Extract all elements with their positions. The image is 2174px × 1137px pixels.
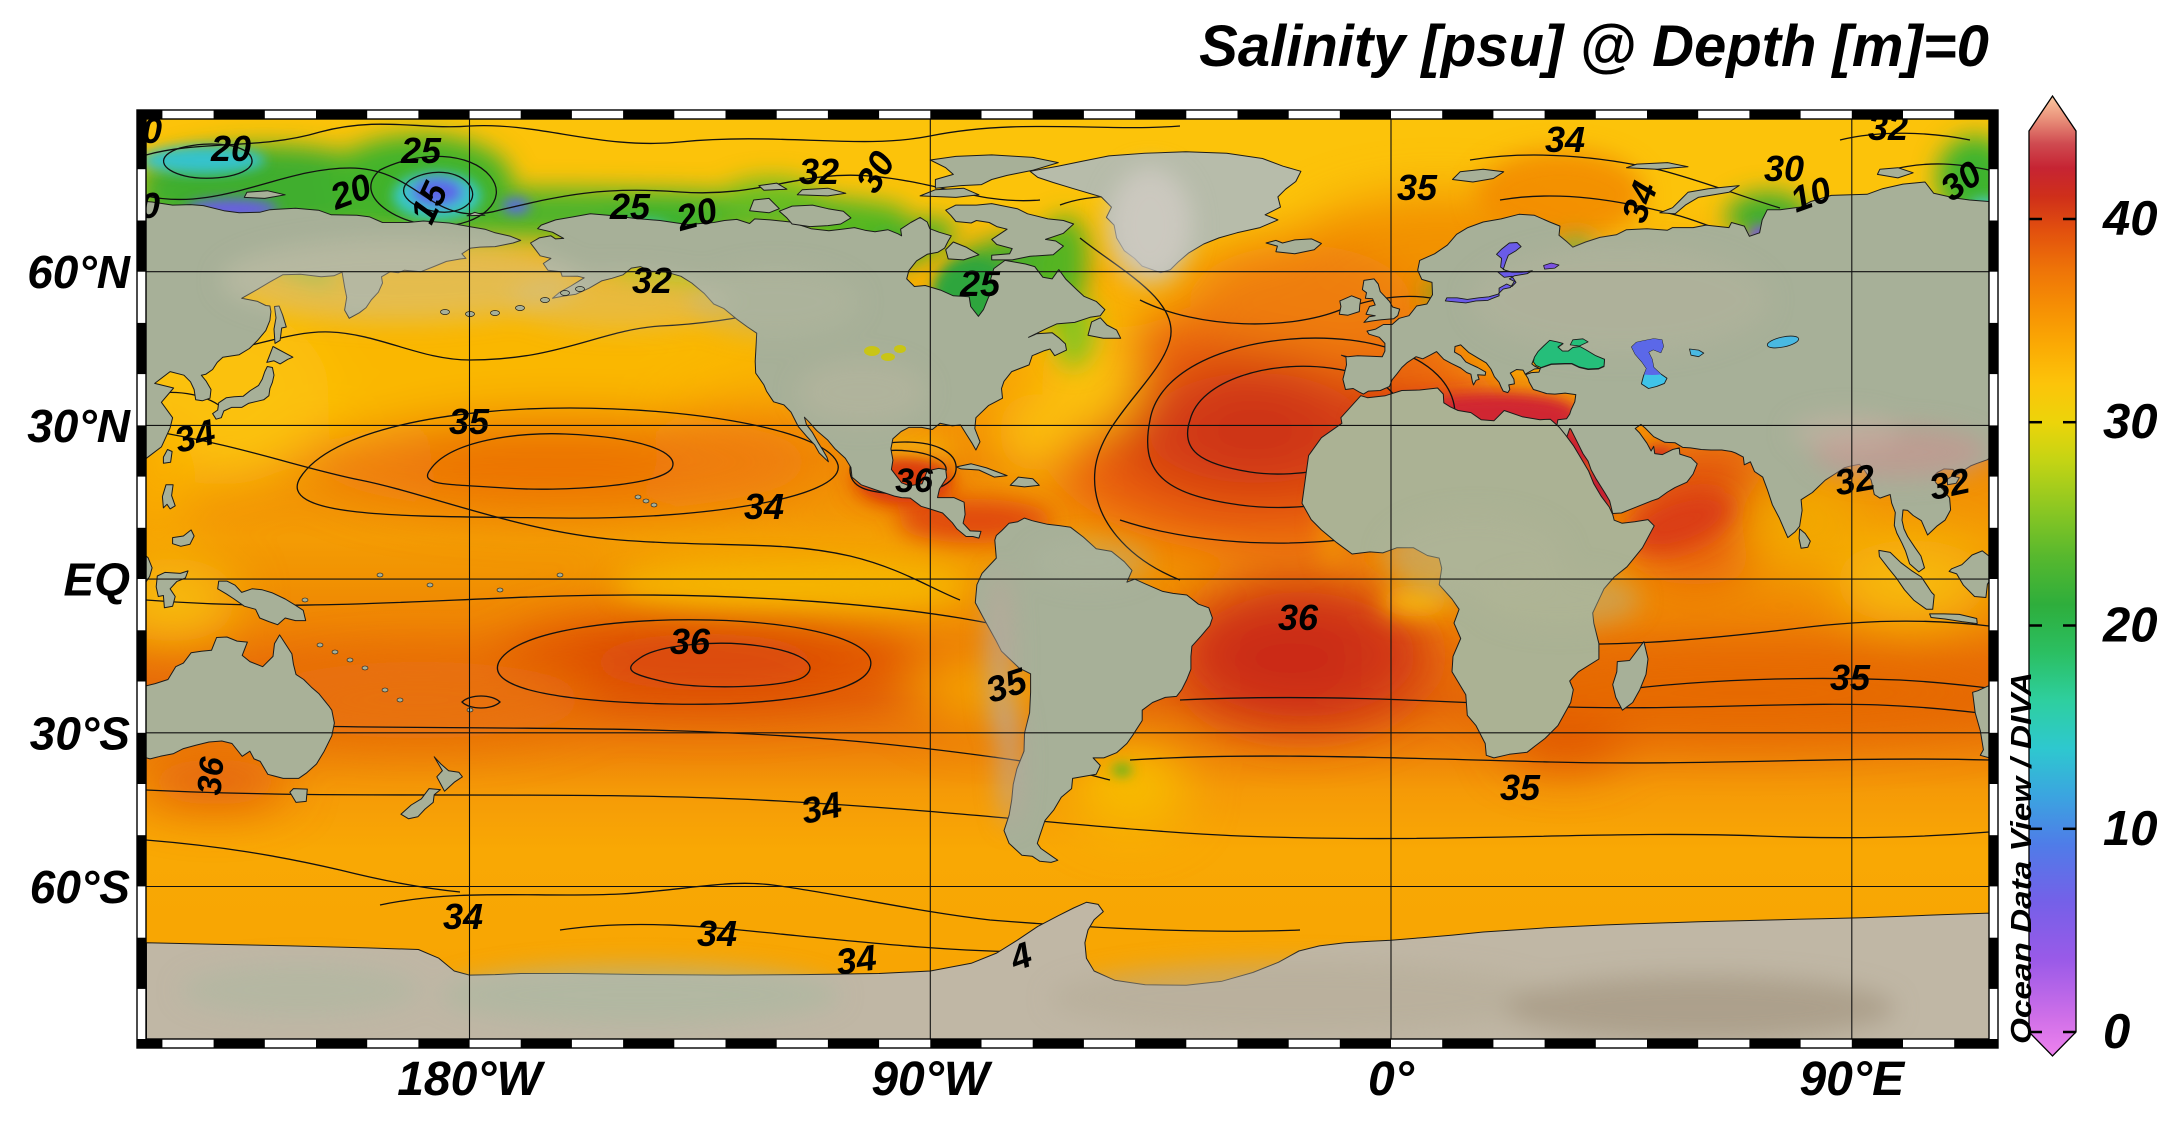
svg-text:EQ: EQ <box>64 554 131 606</box>
svg-text:34: 34 <box>834 937 879 983</box>
svg-text:34: 34 <box>697 913 737 954</box>
svg-text:34: 34 <box>443 896 483 937</box>
svg-text:34: 34 <box>1545 119 1585 160</box>
svg-text:10: 10 <box>2103 802 2158 856</box>
svg-text:0°: 0° <box>1368 1053 1415 1106</box>
svg-text:20: 20 <box>210 128 251 169</box>
svg-text:40: 40 <box>2102 192 2158 246</box>
svg-text:0: 0 <box>142 110 162 151</box>
svg-text:90°E: 90°E <box>1799 1053 1906 1106</box>
svg-text:36: 36 <box>1278 597 1319 638</box>
svg-text:0: 0 <box>2103 1005 2130 1059</box>
svg-text:32: 32 <box>632 260 672 301</box>
svg-text:32: 32 <box>1868 107 1908 148</box>
svg-text:35: 35 <box>1500 767 1541 808</box>
svg-text:30: 30 <box>1764 148 1804 189</box>
svg-text:Salinity [psu] @ Depth [m]=0: Salinity [psu] @ Depth [m]=0 <box>1199 14 1989 79</box>
svg-text:25: 25 <box>400 130 442 171</box>
svg-text:25: 25 <box>609 186 651 227</box>
svg-text:180°W: 180°W <box>397 1053 545 1106</box>
svg-text:35: 35 <box>1830 657 1871 698</box>
svg-text:36: 36 <box>670 621 711 662</box>
svg-text:30: 30 <box>2103 395 2158 449</box>
svg-text:34: 34 <box>744 486 784 527</box>
svg-text:30°N: 30°N <box>27 400 131 452</box>
svg-text:0: 0 <box>140 185 160 226</box>
svg-text:35: 35 <box>1397 167 1438 208</box>
svg-text:34: 34 <box>798 784 846 832</box>
svg-text:32: 32 <box>799 151 839 192</box>
svg-text:20: 20 <box>2102 599 2158 653</box>
svg-text:36: 36 <box>190 754 231 796</box>
svg-text:60°S: 60°S <box>30 861 131 913</box>
svg-text:25: 25 <box>959 263 1001 304</box>
svg-text:60°N: 60°N <box>27 246 131 298</box>
svg-text:36: 36 <box>895 462 934 500</box>
svg-text:90°W: 90°W <box>871 1053 993 1106</box>
svg-text:30°S: 30°S <box>30 707 131 759</box>
svg-text:32: 32 <box>1926 460 1974 508</box>
svg-text:32: 32 <box>1832 456 1879 503</box>
svg-text:Ocean Data View / DIVA: Ocean Data View / DIVA <box>2006 672 2038 1044</box>
